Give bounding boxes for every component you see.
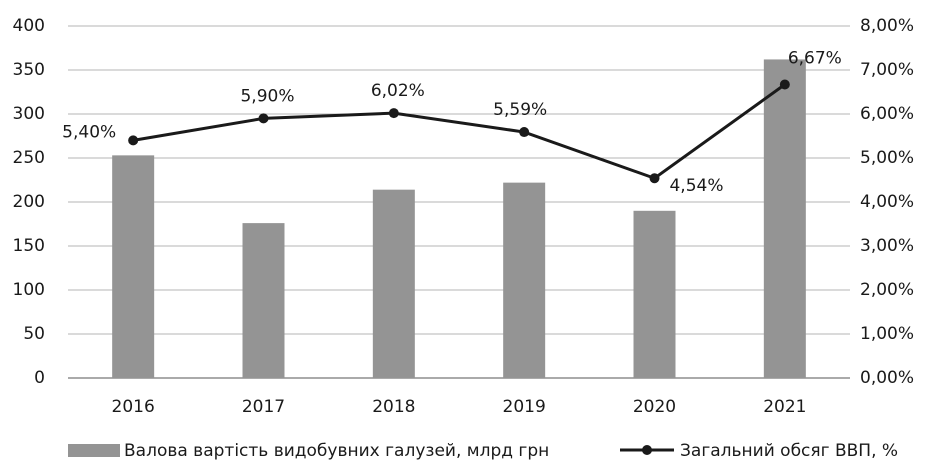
bar: [372, 189, 415, 378]
line-point: [128, 135, 139, 146]
y-tick-label: 200: [13, 192, 45, 212]
y2-tick-label: 4,00%: [860, 192, 914, 212]
legend-swatch: [68, 444, 120, 457]
x-tick-label: 2017: [242, 397, 285, 417]
y2-tick-label: 6,00%: [860, 104, 914, 124]
bar: [112, 155, 155, 378]
line-point: [258, 113, 269, 124]
data-label: 5,90%: [240, 86, 294, 106]
bar: [763, 59, 806, 378]
line-point: [649, 173, 660, 184]
y-tick-label: 350: [13, 60, 45, 80]
x-tick-label: 2016: [112, 397, 155, 417]
y-tick-label: 100: [13, 280, 45, 300]
y-tick-label: 150: [13, 236, 45, 256]
x-tick-label: 2018: [372, 397, 415, 417]
y-tick-label: 250: [13, 148, 45, 168]
y-tick-label: 0: [34, 368, 45, 388]
bar: [242, 223, 285, 378]
y2-tick-label: 8,00%: [860, 16, 914, 36]
line-point: [388, 108, 399, 119]
data-label: 4,54%: [669, 176, 723, 196]
legend-label: Загальний обсяг ВВП, %: [680, 441, 898, 461]
bar: [503, 182, 546, 378]
x-tick-label: 2020: [633, 397, 676, 417]
y-tick-label: 400: [13, 16, 45, 36]
y-tick-label: 50: [23, 324, 45, 344]
data-label: 6,67%: [788, 49, 842, 69]
data-label: 6,02%: [371, 81, 425, 101]
line: [132, 83, 786, 180]
y2-tick-label: 3,00%: [860, 236, 914, 256]
y2-tick-label: 0,00%: [860, 368, 914, 388]
x-tick-label: 2019: [503, 397, 546, 417]
y2-tick-label: 5,00%: [860, 148, 914, 168]
y-tick-label: 300: [13, 104, 45, 124]
y2-tick-label: 1,00%: [860, 324, 914, 344]
legend-label: Валова вартість видобувних галузей, млрд…: [124, 441, 549, 461]
data-label: 5,59%: [493, 100, 547, 120]
bar: [633, 210, 676, 378]
data-label: 5,40%: [62, 122, 116, 142]
line-point: [519, 127, 530, 138]
line-point: [779, 79, 790, 90]
x-tick-label: 2021: [763, 397, 806, 417]
y2-tick-label: 7,00%: [860, 60, 914, 80]
legend-marker: [642, 445, 652, 455]
y2-tick-label: 2,00%: [860, 280, 914, 300]
